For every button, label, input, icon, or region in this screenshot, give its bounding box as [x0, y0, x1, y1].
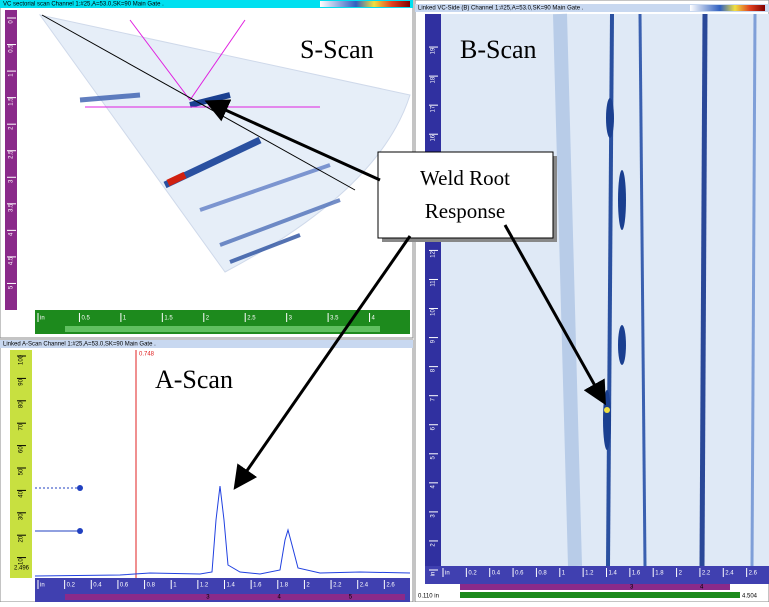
- ruler-label: 3.5: [330, 316, 339, 322]
- ruler-label: 90: [19, 378, 25, 385]
- bscan-cursor-end: 4.504: [742, 594, 758, 600]
- gate-handle: [77, 485, 83, 491]
- sscan-colorbar: [320, 1, 410, 7]
- bscan-title: Linked VC-Side (B) Channel 1:#25,A=53.0,…: [418, 6, 584, 12]
- ruler-label: 1.6: [253, 583, 262, 589]
- ruler-label: 17: [431, 105, 437, 112]
- ascan-title: Linked A-Scan Channel 1:#25,A=53.0,SK=90…: [3, 342, 156, 348]
- sscan-label: S-Scan: [300, 35, 374, 64]
- ruler-label: 100: [19, 354, 25, 365]
- ruler-label: 0.2: [67, 583, 76, 589]
- ruler-label: 0.5: [81, 316, 90, 322]
- ruler-label: 50: [19, 468, 25, 475]
- sscan-title: VC sectorial scan Channel 1:#25,A=53.0,S…: [3, 2, 164, 8]
- ascan-scrollbar: [65, 594, 405, 600]
- ruler-label: 80: [19, 401, 25, 408]
- ruler-label: 70: [19, 423, 25, 430]
- bscan-scrollbar: [460, 584, 730, 590]
- ruler-label: 15: [431, 163, 437, 170]
- ruler-label: in: [445, 571, 450, 577]
- ruler-label: 1.8: [280, 583, 289, 589]
- ruler-label: 2.5: [9, 150, 15, 159]
- bscan-scrollbar: [460, 592, 740, 598]
- bscan-colorbar: [690, 5, 765, 11]
- gate-handle: [77, 528, 83, 534]
- ruler-label: 0.4: [492, 571, 501, 577]
- ruler-label: 3.5: [9, 203, 15, 212]
- ruler-label: 1.8: [655, 571, 664, 577]
- ruler-label: 1.5: [9, 97, 15, 106]
- ruler-label: 40: [19, 490, 25, 497]
- ruler-label: 2.6: [749, 571, 758, 577]
- ruler-label: 2.4: [360, 583, 369, 589]
- ruler-label: 1.5: [164, 316, 173, 322]
- ruler-label: 30: [19, 513, 25, 520]
- ruler-label: 14: [431, 192, 437, 199]
- ruler-label: 0.8: [538, 571, 547, 577]
- ruler-label: 1.2: [200, 583, 209, 589]
- bscan-label: B-Scan: [460, 35, 537, 64]
- ruler-label: 18: [431, 76, 437, 83]
- bscan-cursor-start: 0.110 in: [418, 594, 439, 600]
- ruler-label: 0.4: [93, 583, 102, 589]
- ruler-label: 1.4: [227, 583, 236, 589]
- screenshot: VC sectorial scan Channel 1:#25,A=53.0,S…: [0, 0, 769, 602]
- ruler-label: 0.6: [120, 583, 129, 589]
- ruler-label: in: [40, 583, 45, 589]
- ruler-label: 60: [19, 446, 25, 453]
- ruler-label: 12: [431, 250, 437, 257]
- ruler-label: 4.5: [9, 256, 15, 265]
- ruler-label: 0.2: [468, 571, 477, 577]
- ruler-label: 0.6: [515, 571, 524, 577]
- ruler-label: 0.8: [147, 583, 156, 589]
- ruler-label: 2.5: [247, 316, 256, 322]
- ruler-label: 20: [19, 535, 25, 542]
- ruler-label: 19: [431, 47, 437, 54]
- ascan-cursor-value: 0.748: [139, 352, 155, 358]
- page: VC sectorial scan Channel 1:#25,A=53.0,S…: [0, 0, 769, 602]
- ruler-label: 10: [19, 558, 25, 565]
- ruler-label: 2.6: [386, 583, 395, 589]
- ruler-label: in: [40, 316, 45, 322]
- ruler-label: 1.4: [609, 571, 618, 577]
- ruler-label: in: [431, 572, 437, 577]
- ascan-label: A-Scan: [155, 365, 233, 394]
- ruler-label: 0.5: [9, 44, 15, 53]
- ruler-label: 1.2: [585, 571, 594, 577]
- ruler-label: 2.2: [702, 571, 711, 577]
- ruler-label: 11: [431, 280, 437, 287]
- ruler-label: 16: [431, 134, 437, 141]
- ruler-label: 13: [431, 221, 437, 228]
- ruler-label: 10: [431, 309, 437, 316]
- ruler-label: 1.6: [632, 571, 641, 577]
- ruler-label: 2.2: [333, 583, 342, 589]
- ruler-label: 2.4: [725, 571, 734, 577]
- callout-text: Response: [425, 199, 506, 223]
- ascan-gate-value: 2.496: [14, 566, 30, 572]
- sscan-scrollbar: [65, 326, 380, 332]
- bscan-image: [441, 14, 769, 566]
